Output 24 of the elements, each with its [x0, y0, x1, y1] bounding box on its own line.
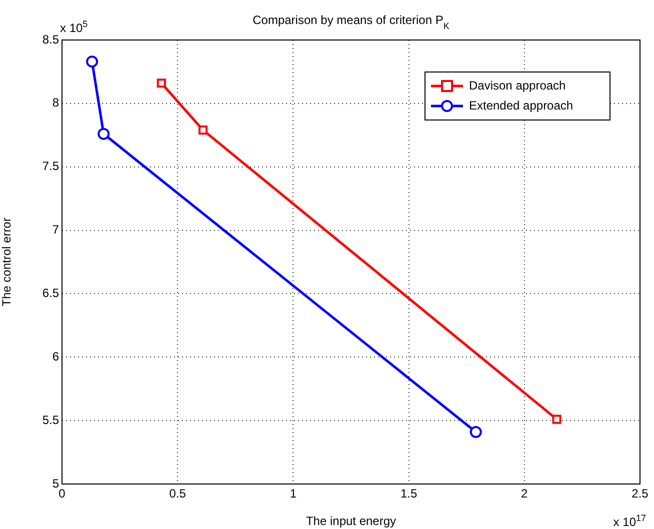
y-tick-label: 6 — [52, 349, 60, 364]
point — [198, 126, 208, 135]
x-tick-label: 1.5 — [400, 486, 418, 501]
x-tick-label: 2 — [521, 486, 528, 501]
y-tick-label: 5 — [52, 476, 60, 490]
x-tick-label: 1 — [290, 486, 297, 501]
point — [552, 414, 562, 424]
y-axis-title: The control error — [0, 218, 14, 306]
y-tick-label: 8 — [52, 96, 60, 110]
y-tick-label: 7 — [52, 222, 60, 237]
x-axis-title: The input energy — [306, 514, 396, 528]
y-tick-label: 6.5 — [42, 286, 60, 300]
point — [98, 128, 110, 140]
legend-label: Extended approach — [469, 98, 574, 112]
x-tick-label: 0 — [58, 486, 66, 501]
y-tick-label: 7.5 — [42, 159, 60, 174]
point — [86, 56, 98, 68]
point — [470, 426, 482, 438]
x-tick-label: 2.5 — [632, 486, 649, 501]
legend-label: Davison approach — [469, 78, 566, 92]
y-tick-label: 5.5 — [42, 412, 60, 427]
x-tick-label: 0.5 — [169, 486, 186, 501]
point — [156, 78, 166, 88]
y-tick-label: 8.5 — [42, 32, 60, 46]
